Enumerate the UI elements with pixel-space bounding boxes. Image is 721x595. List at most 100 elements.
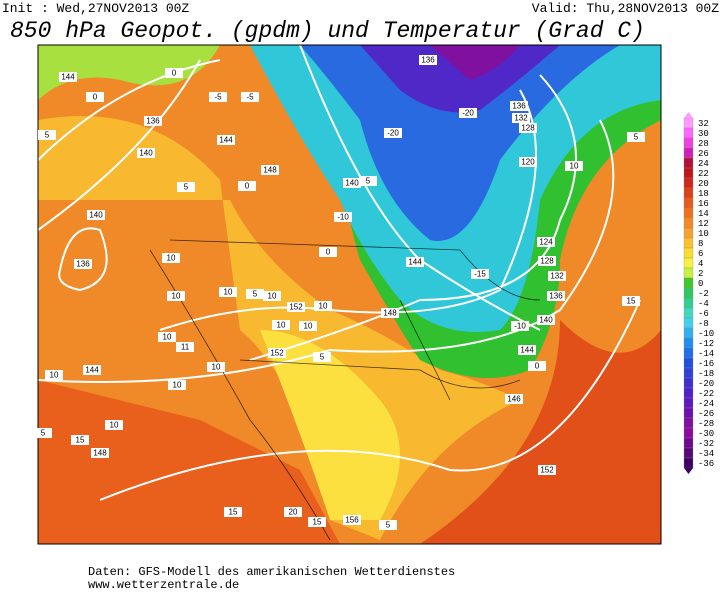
colorbar-top-arrow <box>684 112 693 118</box>
colorbar-tick-label: -30 <box>698 429 714 439</box>
colorbar-cell <box>683 447 694 459</box>
colorbar-tick-label: -4 <box>698 299 709 309</box>
contour-label-box <box>45 370 63 380</box>
contour-label-box <box>165 68 183 78</box>
colorbar-cell <box>683 437 694 449</box>
contour-label-box <box>511 321 529 331</box>
contour-label-box <box>419 55 437 65</box>
colorbar-cell <box>683 167 694 179</box>
colorbar-tick-label: -14 <box>698 349 714 359</box>
contour-label: 132 <box>514 114 528 123</box>
contour-label: 152 <box>270 349 284 358</box>
contour-label: 10 <box>304 322 313 331</box>
colorbar: 32302826242220181614121086420-2-4-6-8-10… <box>683 112 714 474</box>
colorbar-cell <box>683 407 694 419</box>
contour-label: 144 <box>520 346 534 355</box>
colorbar-cell <box>683 417 694 429</box>
contour-label: 10 <box>224 288 233 297</box>
contour-label-box <box>518 345 536 355</box>
colorbar-tick-label: 18 <box>698 189 709 199</box>
contour-label-box <box>359 176 377 186</box>
contour-label-box <box>261 165 279 175</box>
colorbar-tick-label: 32 <box>698 119 709 129</box>
contour-label-box <box>537 315 555 325</box>
colorbar-cell <box>683 347 694 359</box>
colorbar-cell <box>683 377 694 389</box>
colorbar-tick-label: -8 <box>698 319 709 329</box>
contour-label: 0 <box>245 182 250 191</box>
contour-label-box <box>167 291 185 301</box>
colorbar-tick-label: 2 <box>698 269 703 279</box>
contour-label-box <box>538 256 556 266</box>
contour-label: 136 <box>146 117 160 126</box>
contour-label-box <box>379 520 397 530</box>
contour-label: 0 <box>172 69 177 78</box>
footer-site: www.wetterzentrale.de <box>88 578 239 590</box>
contour-label: 0 <box>535 362 540 371</box>
contour-label-box <box>519 123 537 133</box>
colorbar-cell <box>683 337 694 349</box>
contour-label: 10 <box>277 321 286 330</box>
contour-label: 144 <box>85 366 99 375</box>
title: 850 hPa Geopot. (gpdm) und Temperatur (G… <box>10 18 645 44</box>
colorbar-cell <box>683 357 694 369</box>
colorbar-tick-label: -10 <box>698 329 714 339</box>
colorbar-cell <box>683 367 694 379</box>
colorbar-cell <box>683 457 694 469</box>
colorbar-tick-label: 16 <box>698 199 709 209</box>
contour-label: 128 <box>540 257 554 266</box>
contour-label: 5 <box>320 353 325 362</box>
contour-label-box <box>381 308 399 318</box>
contour-label-box <box>176 342 194 352</box>
colorbar-tick-label: -6 <box>698 309 709 319</box>
contour-label: 11 <box>181 343 190 352</box>
contour-label-box <box>299 321 317 331</box>
map <box>38 45 661 544</box>
contour-label: 10 <box>167 254 176 263</box>
colorbar-tick-label: 22 <box>698 169 709 179</box>
contour-label: 124 <box>539 238 553 247</box>
contour-label-box <box>238 181 256 191</box>
colorbar-cell <box>683 137 694 149</box>
contour-label-box <box>177 182 195 192</box>
colorbar-cell <box>683 397 694 409</box>
colorbar-tick-label: 14 <box>698 209 709 219</box>
contour-label: 136 <box>421 56 435 65</box>
contour-label: 136 <box>549 292 563 301</box>
contour-label: -5 <box>214 93 222 102</box>
contour-label-box <box>538 465 556 475</box>
colorbar-cell <box>683 237 694 249</box>
contour-label-box <box>284 507 302 517</box>
colorbar-cell <box>683 207 694 219</box>
contour-label-box <box>308 517 326 527</box>
colorbar-cell <box>683 127 694 139</box>
contour-label-box <box>71 435 89 445</box>
contour-label-box <box>86 92 104 102</box>
contour-label-box <box>343 515 361 525</box>
colorbar-cell <box>683 267 694 279</box>
colorbar-cell <box>683 217 694 229</box>
colorbar-cell <box>683 257 694 269</box>
contour-label: 0 <box>93 93 98 102</box>
contour-label: 15 <box>76 436 85 445</box>
contour-label: 5 <box>253 290 258 299</box>
colorbar-cell <box>683 117 694 129</box>
contour-label: -10 <box>337 213 349 222</box>
contour-label: 5 <box>386 521 391 530</box>
colorbar-cell <box>683 277 694 289</box>
contour-label-box <box>565 161 583 171</box>
colorbar-tick-label: -26 <box>698 409 714 419</box>
contour-label: 10 <box>173 381 182 390</box>
contour-label-box <box>59 72 77 82</box>
contour-label: 148 <box>263 166 277 175</box>
contour-label-box <box>91 448 109 458</box>
contour-label-box <box>207 362 225 372</box>
contour-label-box <box>547 291 565 301</box>
contour-label: -15 <box>474 270 486 279</box>
contour-label: 10 <box>570 162 579 171</box>
colorbar-cell <box>683 327 694 339</box>
contour-label: -20 <box>462 109 474 118</box>
contour-label-box <box>334 212 352 222</box>
contour-label: 136 <box>512 102 526 111</box>
contour-label-box <box>510 101 528 111</box>
